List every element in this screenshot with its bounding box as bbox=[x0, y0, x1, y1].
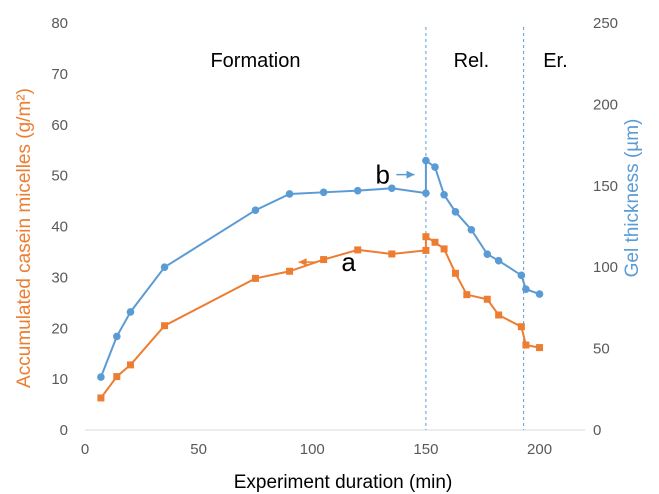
y2-tick-label: 150 bbox=[593, 178, 618, 195]
data-point-b bbox=[285, 190, 294, 198]
series-annotation-label: b bbox=[375, 160, 389, 190]
data-point-b bbox=[126, 308, 135, 316]
data-point-a bbox=[536, 344, 544, 352]
x-tick-label: 200 bbox=[527, 441, 552, 458]
data-point-b bbox=[353, 186, 362, 195]
data-point-a bbox=[422, 246, 430, 254]
region-label: Formation bbox=[210, 50, 300, 72]
annotation-arrow-head bbox=[406, 170, 415, 179]
y-tick-label: 30 bbox=[51, 269, 68, 286]
x-axis-title: Experiment duration (min) bbox=[234, 472, 453, 493]
data-point-a bbox=[113, 373, 121, 381]
data-point-b bbox=[517, 271, 526, 280]
data-point-a bbox=[483, 295, 491, 303]
y-tick-label: 0 bbox=[60, 422, 68, 439]
y2-tick-label: 200 bbox=[593, 96, 618, 113]
data-point-b bbox=[113, 332, 121, 341]
y-tick-label: 80 bbox=[51, 15, 68, 32]
x-tick-label: 100 bbox=[300, 441, 325, 458]
y-axis-ticks: 0 10 20 30 40 50 60 70 80 bbox=[51, 15, 68, 439]
data-point-a bbox=[388, 250, 396, 258]
data-point-a bbox=[320, 256, 328, 264]
y2-tick-label: 0 bbox=[593, 422, 601, 439]
data-point-b bbox=[388, 184, 396, 193]
data-point-a bbox=[517, 323, 525, 331]
region-label: Rel. bbox=[454, 50, 490, 72]
data-point-b bbox=[451, 208, 460, 216]
y2-tick-label: 100 bbox=[593, 259, 618, 276]
data-point-b bbox=[440, 190, 448, 199]
series-annotation-label: a bbox=[341, 247, 356, 277]
data-point-a bbox=[440, 245, 448, 253]
annotation-layer: ab bbox=[298, 160, 415, 277]
data-point-a bbox=[286, 267, 294, 275]
data-point-b bbox=[422, 156, 430, 165]
y-axis-title: Accumulated casein micelles (g/m²) bbox=[14, 88, 35, 388]
data-point-a bbox=[422, 233, 430, 241]
x-axis-ticks: 0 50 100 150 200 bbox=[81, 441, 552, 458]
data-point-a bbox=[354, 246, 362, 254]
region-labels: Formation Rel. Er. bbox=[210, 50, 567, 72]
region-label: Er. bbox=[543, 50, 567, 72]
data-point-a bbox=[451, 269, 459, 277]
data-point-b bbox=[467, 225, 476, 234]
annotation-arrow-head bbox=[298, 258, 307, 267]
x-tick-label: 50 bbox=[190, 441, 207, 458]
series-layer bbox=[97, 156, 544, 402]
y2-tick-label: 50 bbox=[593, 341, 610, 358]
y2-axis-title: Gel thickness (µm) bbox=[622, 119, 643, 278]
y2-tick-label: 250 bbox=[593, 15, 618, 32]
data-point-b bbox=[251, 206, 260, 215]
region-dividers bbox=[425, 27, 525, 430]
data-point-a bbox=[495, 311, 503, 319]
data-point-b bbox=[494, 256, 503, 265]
data-point-b bbox=[422, 189, 430, 197]
data-point-b bbox=[319, 188, 328, 197]
y2-axis-ticks: 0 50 100 150 200 250 bbox=[593, 15, 618, 439]
y-tick-label: 20 bbox=[51, 320, 68, 337]
data-point-b bbox=[483, 250, 492, 258]
data-point-a bbox=[161, 322, 169, 330]
x-tick-label: 0 bbox=[81, 441, 89, 458]
x-tick-label: 150 bbox=[413, 441, 438, 458]
data-point-b bbox=[160, 263, 169, 272]
data-point-a bbox=[463, 291, 471, 299]
data-point-a bbox=[251, 274, 259, 282]
y-tick-label: 50 bbox=[51, 168, 68, 185]
data-point-b bbox=[431, 163, 439, 171]
y-tick-label: 70 bbox=[51, 66, 68, 83]
data-point-a bbox=[97, 394, 105, 402]
data-point-a bbox=[126, 361, 134, 369]
data-point-b bbox=[97, 373, 105, 381]
data-point-a bbox=[431, 238, 439, 246]
data-point-b bbox=[535, 290, 544, 298]
data-point-b bbox=[522, 285, 530, 293]
y-tick-label: 10 bbox=[51, 371, 68, 388]
data-point-a bbox=[522, 341, 530, 349]
y-tick-label: 40 bbox=[51, 219, 68, 236]
y-tick-label: 60 bbox=[51, 117, 68, 134]
